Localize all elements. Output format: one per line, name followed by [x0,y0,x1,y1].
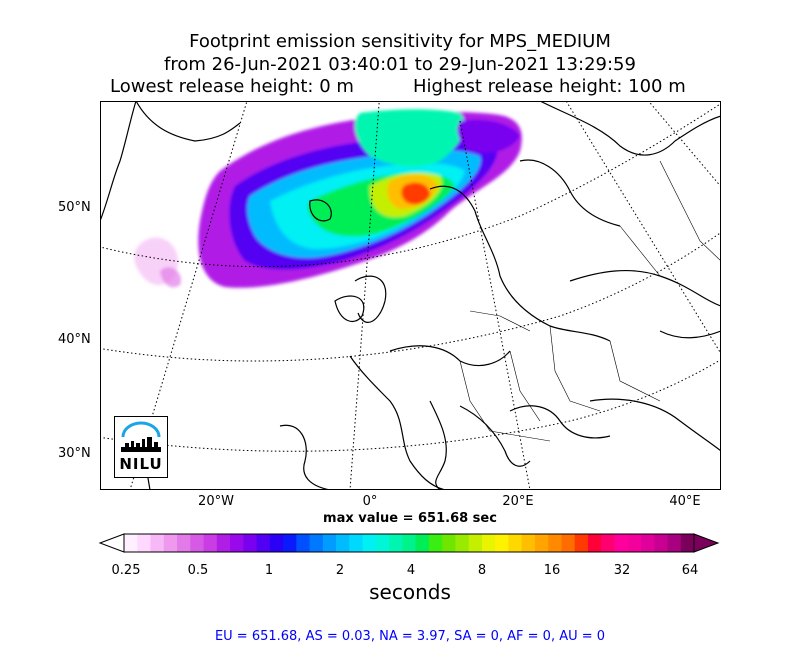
colorbar-swatch [150,534,165,552]
highest-release-height: Highest release height: 100 m [413,76,686,97]
colorbar-swatch [389,534,403,552]
colorbar-swatch [508,534,523,552]
colorbar-swatch [495,534,510,552]
colorbar-swatch [654,534,669,552]
colorbar-tick: 16 [543,563,561,578]
map-title-line2: from 26-Jun-2021 03:40:01 to 29-Jun-2021… [164,54,636,75]
colorbar-swatch [667,534,682,552]
colorbar-swatch [534,534,549,552]
nilu-logo: NILU [114,416,168,478]
nilu-skyline-icon [121,421,161,452]
colorbar-swatch [336,534,350,552]
colorbar-tick: 0.5 [187,563,209,578]
colorbar [98,533,720,553]
colorbar-swatch [309,534,324,552]
colorbar-swatch [216,534,231,552]
colorbar-swatch [362,534,377,552]
colorbar-tick: 4 [406,563,416,578]
colorbar-swatch [177,534,191,552]
colorbar-swatch [455,534,470,552]
colorbar-tick: 64 [681,563,699,578]
colorbar-swatch [137,534,152,552]
colorbar-units: seconds [369,580,451,604]
nilu-logo-text: NILU [119,455,163,473]
colorbar-swatch [203,534,218,552]
lon-label-40e: 40°E [669,494,701,509]
footprint-map [100,101,721,490]
lat-label-50n: 50°N [58,200,91,215]
colorbar-swatch [296,534,311,552]
region-summary: EU = 651.68, AS = 0.03, NA = 3.97, SA = … [214,629,606,644]
colorbar-max-extension [693,533,720,553]
colorbar-swatch [548,534,563,552]
colorbar-swatch [163,534,178,552]
graticule [100,101,721,490]
colorbar-swatch [243,534,258,552]
colorbar-swatch [587,534,602,552]
colorbar-swatch [614,534,629,552]
colorbar-swatch [256,534,271,552]
colorbar-swatch [640,534,655,552]
colorbar-tick: 1 [264,563,274,578]
colorbar-swatch [574,534,589,552]
colorbar-swatch [442,534,456,552]
sensitivity-plume [134,109,522,288]
colorbar-swatch [349,534,364,552]
lowest-release-height: Lowest release height: 0 m [110,76,354,97]
colorbar-swatch [627,534,642,552]
colorbar-swatch [402,534,417,552]
colorbar-swatch [283,534,297,552]
colorbar-tick: 8 [477,563,487,578]
colorbar-swatch [561,534,576,552]
colorbar-tick: 0.25 [111,563,141,578]
colorbar-swatch [190,534,205,552]
colorbar-swatch [124,534,138,552]
map-title-line1: Footprint emission sensitivity for MPS_M… [189,31,611,52]
colorbar-swatches [124,534,695,552]
colorbar-tick: 32 [613,563,631,578]
colorbar-swatch [601,534,616,552]
lon-label-20e: 20°E [502,494,534,509]
colorbar-swatch [375,534,390,552]
colorbar-swatch [415,534,430,552]
max-value-label: max value = 651.68 sec [323,511,497,526]
colorbar-swatch [680,534,695,552]
colorbar-min-extension [98,533,125,553]
coastlines [100,101,721,490]
colorbar-tick: 2 [335,563,345,578]
country-borders [459,160,721,442]
colorbar-swatch [322,534,337,552]
colorbar-swatch [521,534,536,552]
colorbar-swatch [481,534,496,552]
colorbar-swatch [269,534,284,552]
lat-label-30n: 30°N [58,446,91,461]
colorbar-swatch [468,534,483,552]
colorbar-swatch [230,534,244,552]
lat-label-40n: 40°N [58,332,91,347]
lon-label-0: 0° [362,494,378,509]
colorbar-swatch [428,534,443,552]
lon-label-20w: 20°W [198,494,234,509]
